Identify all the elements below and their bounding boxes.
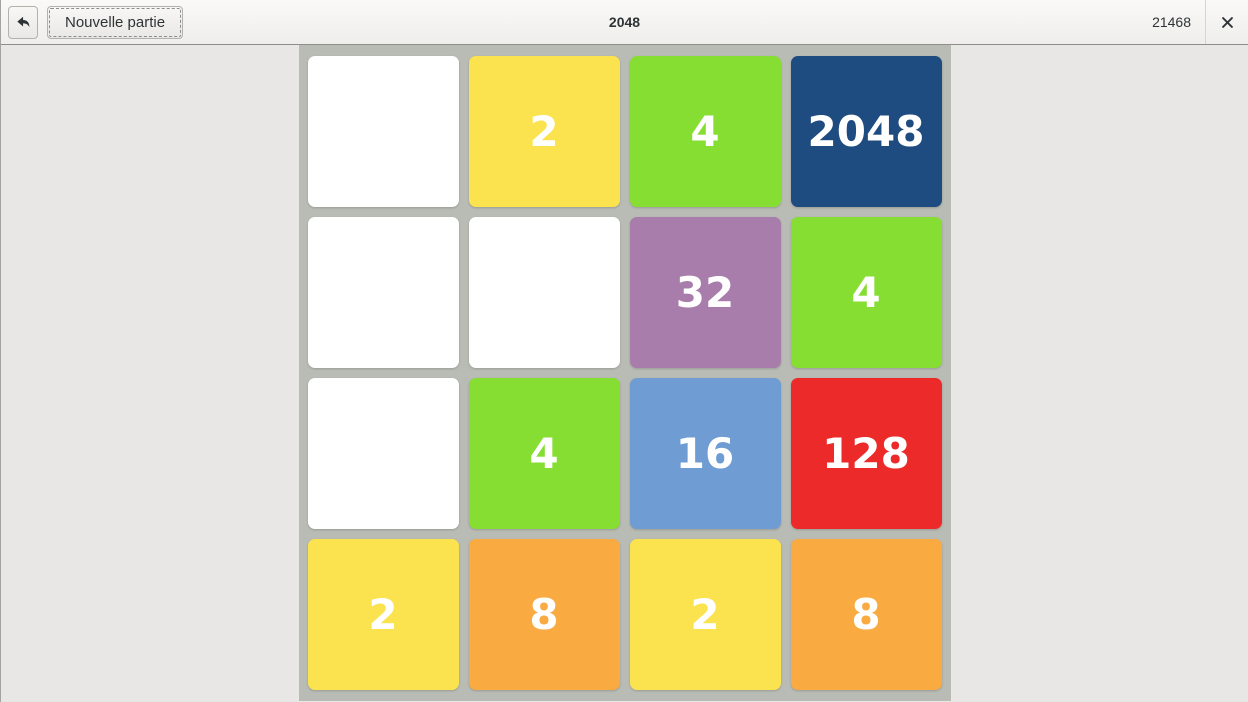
undo-button[interactable] bbox=[8, 5, 38, 39]
tile bbox=[468, 217, 620, 368]
tile: 4 bbox=[629, 56, 781, 207]
tile bbox=[307, 56, 459, 207]
window-title: 2048 bbox=[608, 13, 641, 30]
tile: 2 bbox=[629, 539, 781, 690]
tile: 2 bbox=[307, 539, 459, 690]
undo-icon bbox=[15, 14, 32, 31]
header-right-controls: 21468 bbox=[1152, 0, 1248, 44]
header-left-controls: Nouvelle partie bbox=[8, 5, 184, 39]
new-game-button[interactable]: Nouvelle partie bbox=[47, 5, 184, 39]
close-icon bbox=[1221, 16, 1234, 29]
tile: 128 bbox=[790, 378, 942, 529]
tile: 8 bbox=[790, 539, 942, 690]
tile: 8 bbox=[468, 539, 620, 690]
window-content: 2 4 2048 32 4 4 16 128 2 8 2 8 bbox=[1, 45, 1248, 702]
tile bbox=[307, 217, 459, 368]
tile bbox=[307, 378, 459, 529]
game-board[interactable]: 2 4 2048 32 4 4 16 128 2 8 2 8 bbox=[298, 45, 951, 701]
tile: 2048 bbox=[790, 56, 942, 207]
tile: 2 bbox=[468, 56, 620, 207]
tile: 4 bbox=[468, 378, 620, 529]
close-button[interactable] bbox=[1206, 0, 1248, 44]
tile: 16 bbox=[629, 378, 781, 529]
header-bar: Nouvelle partie 2048 21468 bbox=[1, 0, 1248, 45]
tile: 32 bbox=[629, 217, 781, 368]
tile: 4 bbox=[790, 217, 942, 368]
score-label: 21468 bbox=[1152, 14, 1191, 30]
header-separator bbox=[1205, 0, 1206, 44]
